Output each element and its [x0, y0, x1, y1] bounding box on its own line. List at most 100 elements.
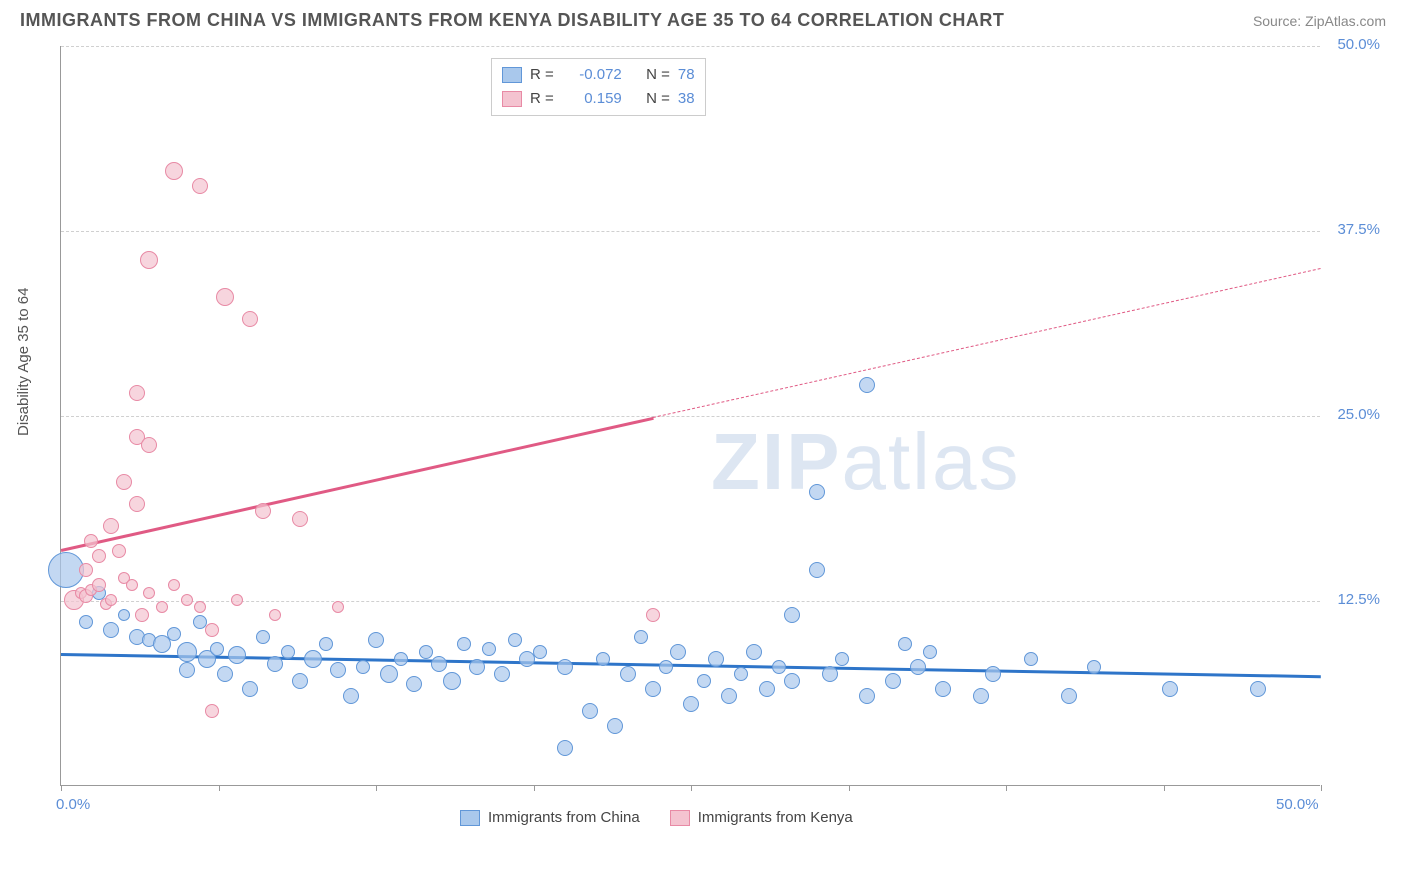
data-point [1061, 688, 1077, 704]
data-point [332, 601, 344, 613]
data-point [168, 579, 180, 591]
data-point [431, 656, 447, 672]
data-point [1250, 681, 1266, 697]
data-point [659, 660, 673, 674]
data-point [708, 651, 724, 667]
chart-header: IMMIGRANTS FROM CHINA VS IMMIGRANTS FROM… [10, 10, 1396, 36]
data-point [242, 681, 258, 697]
legend-swatch [502, 67, 522, 83]
data-point [923, 645, 937, 659]
legend-n-label: N = [646, 87, 670, 111]
data-point [809, 484, 825, 500]
data-point [129, 385, 145, 401]
data-point [1024, 652, 1038, 666]
data-point [582, 703, 598, 719]
legend-r-value: 0.159 [562, 87, 622, 111]
data-point [92, 549, 106, 563]
data-point [126, 579, 138, 591]
data-point [216, 288, 234, 306]
data-point [330, 662, 346, 678]
data-point [620, 666, 636, 682]
data-point [231, 594, 243, 606]
y-axis-label: Disability Age 35 to 64 [15, 288, 32, 436]
data-point [557, 659, 573, 675]
data-point [103, 518, 119, 534]
legend-swatch [460, 810, 480, 826]
scatter-plot: ZIPatlas R = -0.072 N = 78R = 0.159 N = … [60, 46, 1320, 786]
data-point [683, 696, 699, 712]
x-tick [534, 785, 535, 791]
data-point [380, 665, 398, 683]
data-point [859, 688, 875, 704]
data-point [469, 659, 485, 675]
data-point [205, 704, 219, 718]
data-point [482, 642, 496, 656]
data-point [141, 437, 157, 453]
data-point [105, 594, 117, 606]
x-tick [1321, 785, 1322, 791]
data-point [281, 645, 295, 659]
data-point [670, 644, 686, 660]
data-point [292, 673, 308, 689]
data-point [140, 251, 158, 269]
legend-item: Immigrants from China [460, 809, 640, 826]
data-point [156, 601, 168, 613]
data-point [228, 646, 246, 664]
legend-r-label: R = [530, 63, 554, 87]
gridline-h [61, 416, 1320, 417]
data-point [772, 660, 786, 674]
data-point [84, 534, 98, 548]
data-point [646, 608, 660, 622]
x-tick-label: 0.0% [56, 796, 90, 813]
data-point [697, 674, 711, 688]
legend-label: Immigrants from Kenya [698, 809, 853, 826]
y-tick-label: 50.0% [1337, 36, 1380, 53]
x-tick-label: 50.0% [1276, 796, 1319, 813]
data-point [165, 162, 183, 180]
data-point [343, 688, 359, 704]
data-point [319, 637, 333, 651]
data-point [859, 377, 875, 393]
data-point [985, 666, 1001, 682]
data-point [177, 642, 197, 662]
trend-line-dashed [653, 268, 1321, 418]
data-point [116, 474, 132, 490]
data-point [1087, 660, 1101, 674]
legend-row: R = 0.159 N = 38 [502, 87, 695, 111]
x-tick [61, 785, 62, 791]
legend-swatch [670, 810, 690, 826]
y-tick-label: 25.0% [1337, 406, 1380, 423]
x-tick [376, 785, 377, 791]
data-point [394, 652, 408, 666]
gridline-h [61, 231, 1320, 232]
data-point [508, 633, 522, 647]
chart-source: Source: ZipAtlas.com [1253, 13, 1386, 29]
legend-r-label: R = [530, 87, 554, 111]
data-point [292, 511, 308, 527]
data-point [784, 607, 800, 623]
data-point [181, 594, 193, 606]
legend-item: Immigrants from Kenya [670, 809, 853, 826]
data-point [269, 609, 281, 621]
data-point [734, 667, 748, 681]
data-point [898, 637, 912, 651]
data-point [205, 623, 219, 637]
data-point [645, 681, 661, 697]
data-point [135, 608, 149, 622]
data-point [1162, 681, 1178, 697]
data-point [443, 672, 461, 690]
data-point [143, 587, 155, 599]
data-point [557, 740, 573, 756]
data-point [79, 563, 93, 577]
data-point [92, 578, 106, 592]
data-point [721, 688, 737, 704]
y-tick-label: 37.5% [1337, 221, 1380, 238]
data-point [179, 662, 195, 678]
data-point [746, 644, 762, 660]
trend-line [61, 653, 1321, 678]
data-point [210, 642, 224, 656]
data-point [406, 676, 422, 692]
data-point [167, 627, 181, 641]
data-point [255, 503, 271, 519]
y-tick-label: 12.5% [1337, 591, 1380, 608]
